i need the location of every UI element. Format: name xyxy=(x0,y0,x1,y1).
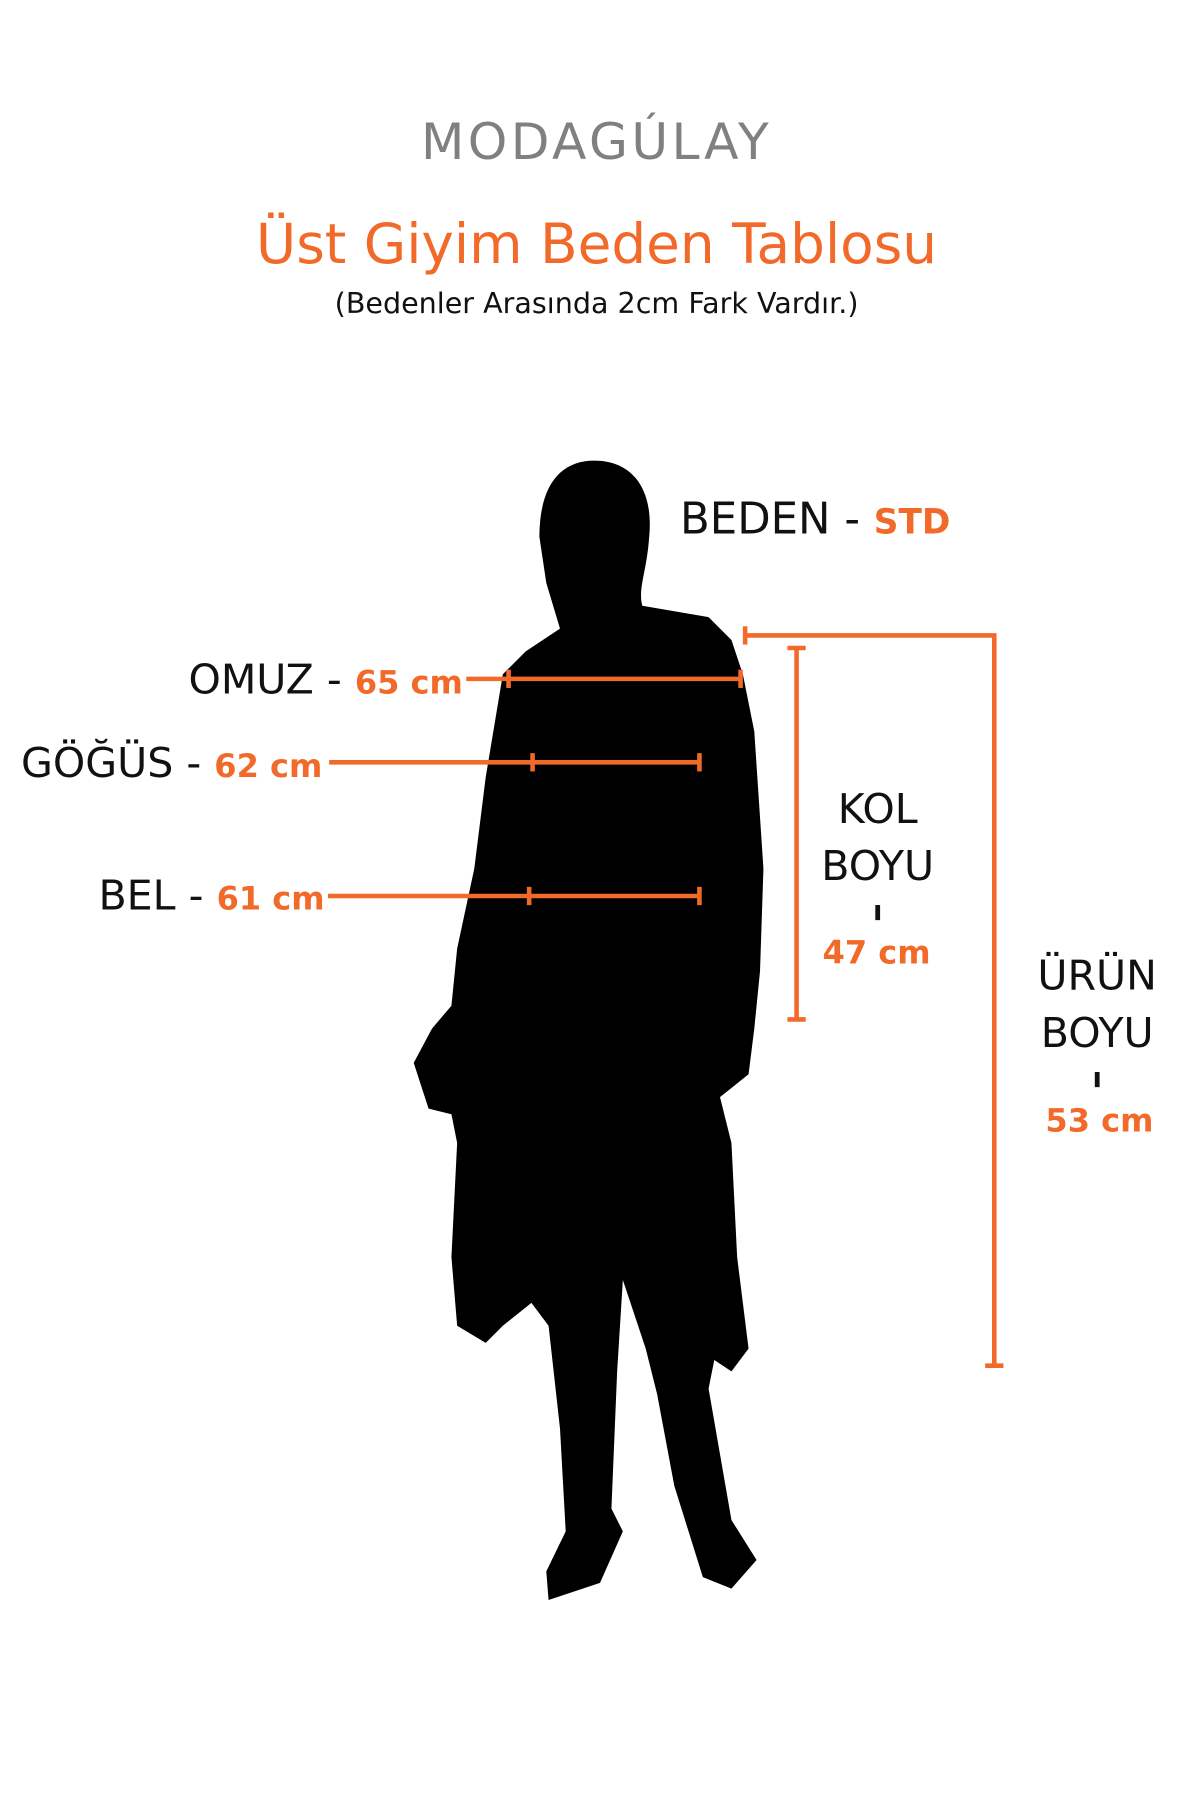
bel-measure: BEL - 61 cm xyxy=(98,872,702,920)
omuz-measure: OMUZ - 65 cm xyxy=(188,656,743,704)
page-title: Üst Giyim Beden Tablosu xyxy=(256,212,937,276)
gogus-measure: GÖĞÜS - 62 cm xyxy=(21,739,702,787)
svg-text:BEL - 61 cm: BEL - 61 cm xyxy=(98,872,324,920)
size-label: BEDEN - STD xyxy=(680,495,950,545)
svg-text:BEDEN - STD: BEDEN - STD xyxy=(680,495,950,545)
svg-text:OMUZ - 65 cm: OMUZ - 65 cm xyxy=(188,656,462,704)
svg-text:KOL: KOL xyxy=(838,785,918,833)
svg-text:47 cm: 47 cm xyxy=(823,933,931,971)
brand-logo: MODAGÚLAY xyxy=(421,112,772,171)
woman-silhouette-icon xyxy=(413,460,764,1601)
urun-boyu-measure: ÜRÜN BOYU ı 53 cm xyxy=(742,626,1157,1368)
kol-boyu-measure: KOL BOYU ı 47 cm xyxy=(787,645,934,1022)
svg-text:ı: ı xyxy=(873,896,882,927)
page-subtitle: (Bedenler Arasında 2cm Fark Vardır.) xyxy=(335,286,859,320)
svg-text:ı: ı xyxy=(1092,1063,1101,1094)
svg-text:53 cm: 53 cm xyxy=(1045,1101,1153,1139)
svg-text:ÜRÜN: ÜRÜN xyxy=(1037,952,1157,1000)
svg-text:BOYU: BOYU xyxy=(821,842,934,890)
svg-text:GÖĞÜS - 62 cm: GÖĞÜS - 62 cm xyxy=(21,739,322,787)
svg-text:BOYU: BOYU xyxy=(1041,1009,1154,1057)
